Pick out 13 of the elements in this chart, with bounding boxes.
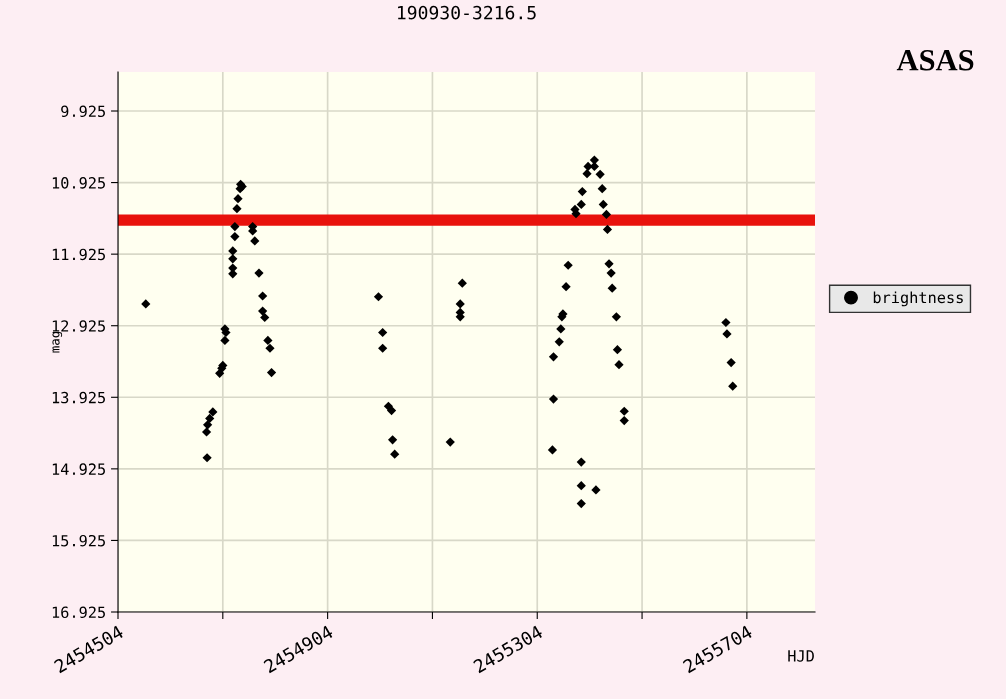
legend-label: brightness	[873, 291, 963, 307]
y-tick-label: 11.925	[52, 248, 105, 261]
y-tick-label: 13.925	[52, 391, 105, 404]
y-tick-label: 16.925	[52, 606, 105, 619]
y-tick-label: 10.925	[52, 177, 105, 189]
chart-title: 190930-3216.5	[398, 5, 536, 20]
y-axis-title: mag	[52, 331, 63, 353]
y-tick-label: 15.925	[52, 534, 105, 547]
x-axis-title: HJD	[788, 650, 814, 662]
y-tick-label: 14.925	[52, 463, 105, 475]
y-tick-label: 12.925	[52, 320, 105, 332]
text: ASAS	[896, 50, 974, 71]
y-tick-label: 9.925	[61, 105, 105, 118]
